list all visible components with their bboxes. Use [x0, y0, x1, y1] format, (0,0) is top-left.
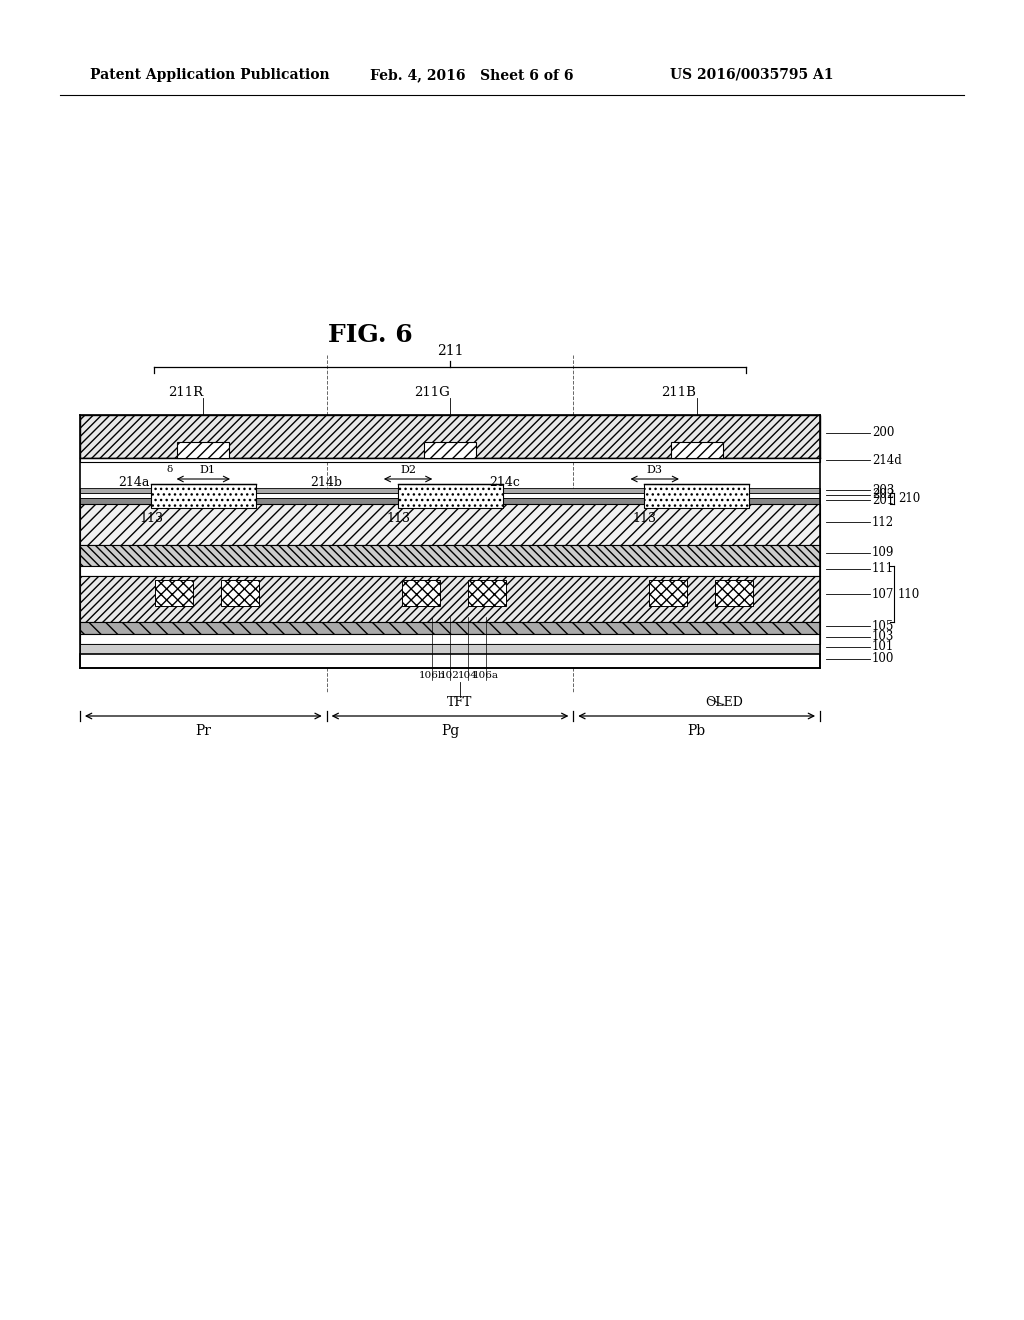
- Bar: [397, 484, 503, 508]
- Bar: [156, 579, 194, 606]
- Text: D1: D1: [200, 465, 215, 475]
- Bar: [177, 442, 229, 458]
- Text: 113: 113: [386, 511, 410, 524]
- Text: 214c: 214c: [488, 475, 520, 488]
- Text: Pg: Pg: [441, 723, 459, 738]
- Text: 102: 102: [440, 671, 460, 680]
- Bar: [468, 579, 506, 606]
- Text: 101: 101: [872, 640, 894, 653]
- Text: OLED: OLED: [706, 696, 743, 709]
- Text: 214d: 214d: [872, 454, 902, 466]
- Text: D2: D2: [400, 465, 416, 475]
- Text: 103: 103: [872, 631, 894, 644]
- Text: US 2016/0035795 A1: US 2016/0035795 A1: [670, 69, 834, 82]
- Bar: [80, 414, 820, 458]
- Text: 202: 202: [872, 488, 894, 502]
- Text: 211B: 211B: [662, 387, 696, 400]
- Bar: [644, 484, 750, 508]
- Text: 203: 203: [872, 483, 894, 496]
- Text: 201: 201: [872, 494, 894, 507]
- Text: Feb. 4, 2016   Sheet 6 of 6: Feb. 4, 2016 Sheet 6 of 6: [370, 69, 573, 82]
- Bar: [80, 566, 820, 576]
- Text: 112: 112: [872, 516, 894, 528]
- Bar: [221, 579, 259, 606]
- Text: Patent Application Publication: Patent Application Publication: [90, 69, 330, 82]
- Text: δ: δ: [167, 466, 173, 474]
- Text: 214a: 214a: [119, 475, 150, 488]
- Bar: [80, 622, 820, 634]
- Text: 109: 109: [872, 546, 894, 560]
- Bar: [80, 644, 820, 653]
- Text: 210: 210: [898, 492, 921, 506]
- Text: 105: 105: [872, 619, 894, 632]
- Bar: [80, 576, 820, 622]
- Bar: [80, 634, 820, 644]
- Text: 211R: 211R: [168, 387, 203, 400]
- Text: FIG. 6: FIG. 6: [328, 323, 413, 347]
- Bar: [80, 504, 820, 545]
- Text: Pr: Pr: [196, 723, 211, 738]
- Bar: [402, 579, 440, 606]
- Bar: [715, 579, 753, 606]
- Text: 113: 113: [139, 511, 164, 524]
- Bar: [80, 545, 820, 566]
- Bar: [648, 579, 687, 606]
- Bar: [424, 442, 476, 458]
- Text: 104: 104: [458, 671, 478, 680]
- Bar: [80, 488, 820, 492]
- Text: 211: 211: [437, 345, 463, 358]
- Bar: [671, 442, 723, 458]
- Text: 111: 111: [872, 562, 894, 576]
- Text: 100: 100: [872, 652, 894, 665]
- Bar: [80, 653, 820, 668]
- Text: 113: 113: [633, 511, 656, 524]
- Text: 106a: 106a: [473, 671, 499, 680]
- Text: D3: D3: [647, 465, 663, 475]
- Text: 214b: 214b: [310, 475, 343, 488]
- Text: Pb: Pb: [687, 723, 706, 738]
- Bar: [80, 498, 820, 504]
- Text: 110: 110: [898, 587, 921, 601]
- Bar: [151, 484, 256, 508]
- Text: TFT: TFT: [447, 696, 473, 709]
- Bar: [80, 492, 820, 498]
- Text: 106b: 106b: [419, 671, 445, 680]
- Text: 107: 107: [872, 587, 894, 601]
- Text: 200: 200: [872, 426, 894, 440]
- Text: 211G: 211G: [414, 387, 450, 400]
- Bar: [80, 458, 820, 462]
